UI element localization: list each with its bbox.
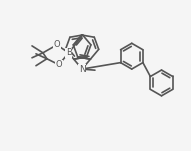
Text: O: O [53,40,60,49]
Text: O: O [56,60,62,69]
Text: B: B [66,48,72,57]
Text: N: N [79,65,86,74]
